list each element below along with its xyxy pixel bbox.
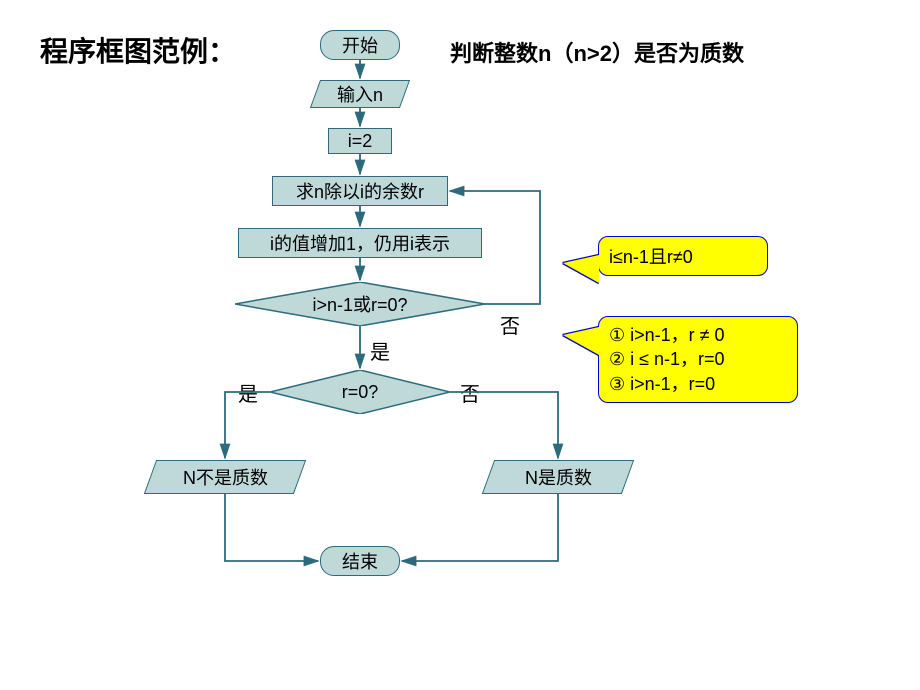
page-title: 程序框图范例： (40, 30, 236, 70)
node-inc-i-label: i的值增加1，仍用i表示 (270, 230, 450, 256)
page-subtitle: 判断整数n（n>2）是否为质数 (450, 36, 744, 68)
callout-exit-cases-line3: ③ i>n-1，r=0 (609, 372, 787, 396)
callout-exit-cases-line2: ② i ≤ n-1，r=0 (609, 347, 787, 371)
node-end-label: 结束 (342, 548, 378, 574)
edge-label-no2: 否 (460, 378, 480, 407)
node-start: 开始 (320, 30, 400, 60)
node-start-label: 开始 (342, 32, 378, 58)
edge-label-yes1: 是 (370, 336, 390, 365)
node-input-n-label: 输入n (337, 81, 383, 107)
node-cond1: i>n-1或r=0? (235, 282, 485, 326)
callout-exit-cases: ① i>n-1，r ≠ 0 ② i ≤ n-1，r=0 ③ i>n-1，r=0 (598, 316, 798, 403)
node-init-i: i=2 (328, 128, 392, 154)
node-out-notprime-label: N不是质数 (183, 464, 268, 490)
callout-exit-cases-line1: ① i>n-1，r ≠ 0 (609, 323, 787, 347)
node-init-i-label: i=2 (348, 131, 373, 152)
node-compute-r: 求n除以i的余数r (272, 176, 448, 206)
node-out-notprime: N不是质数 (144, 460, 306, 494)
callout-loop-condition-text: i≤n-1且r≠0 (609, 247, 693, 267)
node-end: 结束 (320, 546, 400, 576)
node-cond2: r=0? (270, 370, 450, 414)
node-compute-r-label: 求n除以i的余数r (296, 178, 424, 204)
edge-label-yes2: 是 (238, 378, 258, 407)
node-inc-i: i的值增加1，仍用i表示 (238, 228, 482, 258)
node-input-n: 输入n (310, 80, 410, 108)
stage: 程序框图范例： 判断整数n（n>2）是否为质数 开始 输入n i=2 求n除以i… (0, 0, 920, 690)
edge-label-no1: 否 (500, 310, 520, 339)
node-out-prime: N是质数 (482, 460, 634, 494)
callout-loop-condition: i≤n-1且r≠0 (598, 236, 768, 276)
node-out-prime-label: N是质数 (525, 464, 592, 490)
